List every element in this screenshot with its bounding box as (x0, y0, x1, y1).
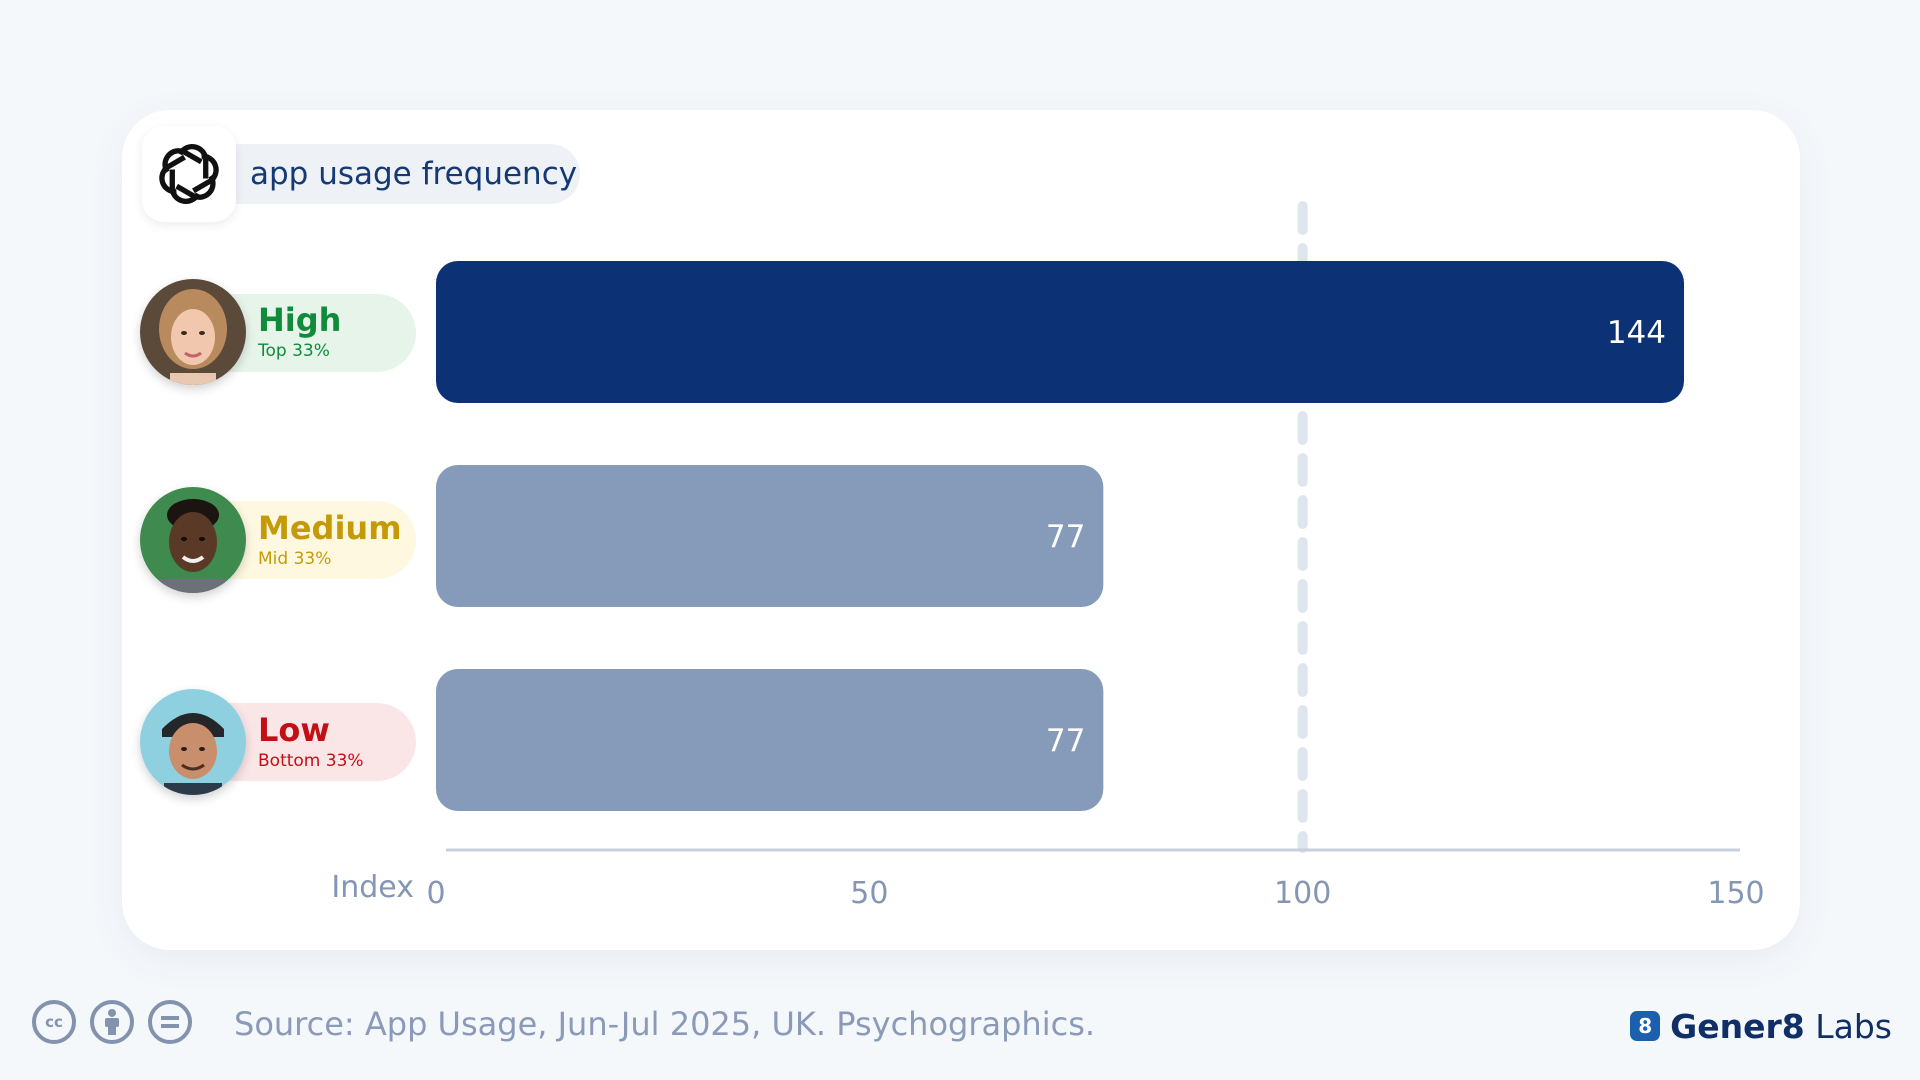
brand-name-light: Labs (1815, 1006, 1892, 1046)
attribution-icon (90, 1000, 134, 1044)
row-label-high: High (258, 301, 342, 339)
x-tick-label: 0 (426, 876, 445, 911)
bar-value-label-medium: 77 (1046, 519, 1085, 555)
chart-title: app usage frequency (250, 156, 578, 192)
avatar-medium (140, 487, 246, 593)
brand-logo: 8 Gener8 Labs (1630, 1004, 1892, 1048)
license-icons: cc (32, 1000, 192, 1044)
x-tick-label: 50 (850, 876, 888, 911)
creative-commons-icon: cc (32, 1000, 76, 1044)
x-axis-title: Index (331, 870, 414, 905)
row-label-low: Low (258, 711, 330, 749)
avatar-low (140, 689, 246, 795)
x-tick-label: 150 (1707, 876, 1764, 911)
brand-name-bold: Gener8 (1670, 1006, 1805, 1046)
x-tick-label: 100 (1274, 876, 1331, 911)
row-sub-high: Top 33% (258, 341, 330, 361)
openai-logo-icon (142, 126, 236, 222)
bar-medium (436, 465, 1104, 607)
bar-high (436, 261, 1684, 403)
avatar-high (140, 279, 246, 385)
openai-logo-svg (159, 144, 219, 204)
no-derivatives-icon (148, 1000, 192, 1044)
source-note: Source: App Usage, Jun-Jul 2025, UK. Psy… (234, 1005, 1096, 1043)
row-sub-medium: Mid 33% (258, 549, 332, 569)
bar-value-label-low: 77 (1046, 723, 1085, 759)
row-label-medium: Medium (258, 509, 402, 547)
brand-name: Gener8 Labs (1670, 1007, 1892, 1046)
gener8-badge-icon: 8 (1630, 1011, 1661, 1041)
row-sub-low: Bottom 33% (258, 751, 364, 771)
bar-value-label-high: 144 (1607, 315, 1666, 351)
bar-low (436, 669, 1104, 811)
